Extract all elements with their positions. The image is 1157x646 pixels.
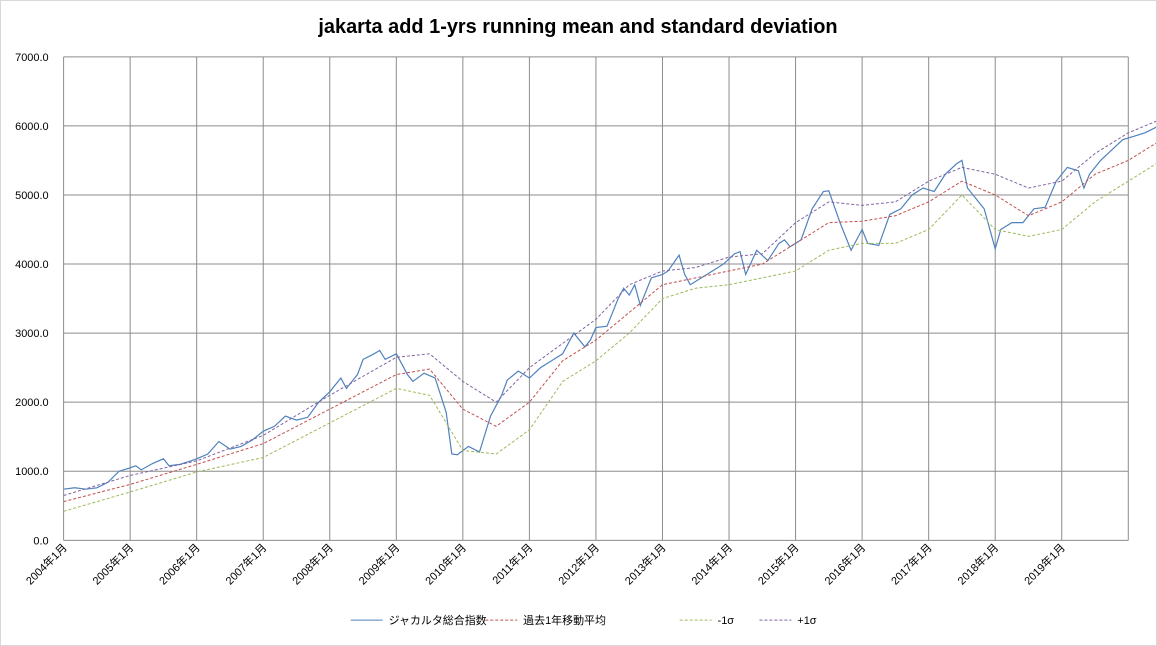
series-line-1 (63, 125, 1156, 490)
legend: ジャカルタ総合指数 過去1年移動平均 -1σ +1σ (350, 613, 817, 627)
x-tick-label: 2018年1月 (954, 541, 1001, 588)
legend-label-2: 過去1年移動平均 (523, 613, 606, 627)
x-tick-label: 2007年1月 (222, 541, 269, 588)
y-tick-label: 2000.0 (15, 397, 49, 409)
x-tick-label: 2011年1月 (489, 541, 535, 587)
plot-series (63, 120, 1156, 512)
x-tick-label: 2016年1月 (821, 541, 868, 588)
y-tick-label: 0.0 (33, 535, 48, 547)
y-tick-label: 6000.0 (15, 121, 49, 133)
y-tick-label: 3000.0 (15, 328, 49, 340)
x-tick-label: 2019年1月 (1021, 541, 1068, 588)
y-axis-ticks: 0.0 1000.0 2000.0 3000.0 4000.0 5000.0 6000.0 7… (15, 52, 49, 547)
series-line-2 (63, 142, 1156, 503)
x-tick-label: 2017年1月 (888, 541, 935, 588)
y-tick-label: 7000.0 (15, 52, 49, 64)
legend-label-1: ジャカルタ総合指数 (389, 613, 487, 627)
y-tick-label: 1000.0 (15, 466, 49, 478)
y-tick-label: 4000.0 (15, 259, 49, 271)
x-axis-ticks: 2004年1月 2005年1月 2006年1月 2007年1月 2008年1月 2009年… (23, 541, 1068, 588)
x-tick-label: 2006年1月 (156, 541, 203, 588)
y-tick-label: 5000.0 (15, 190, 49, 202)
series-line-4 (63, 120, 1156, 496)
legend-label-4: +1σ (797, 615, 816, 627)
x-tick-label: 2015年1月 (755, 541, 802, 588)
x-tick-label: 2012年1月 (555, 541, 602, 588)
legend-label-3: -1σ (718, 615, 735, 627)
series-line-3 (63, 163, 1156, 512)
x-tick-label: 2014年1月 (688, 541, 735, 588)
grid (63, 56, 1129, 541)
x-tick-label: 2008年1月 (289, 541, 336, 588)
chart-title: jakarta add 1-yrs running mean and stand… (317, 16, 837, 38)
x-tick-label: 2009年1月 (355, 541, 402, 588)
x-tick-label: 2013年1月 (622, 541, 669, 588)
x-tick-label: 2004年1月 (23, 541, 70, 588)
x-tick-label: 2010年1月 (422, 541, 469, 588)
x-tick-label: 2005年1月 (89, 541, 136, 588)
